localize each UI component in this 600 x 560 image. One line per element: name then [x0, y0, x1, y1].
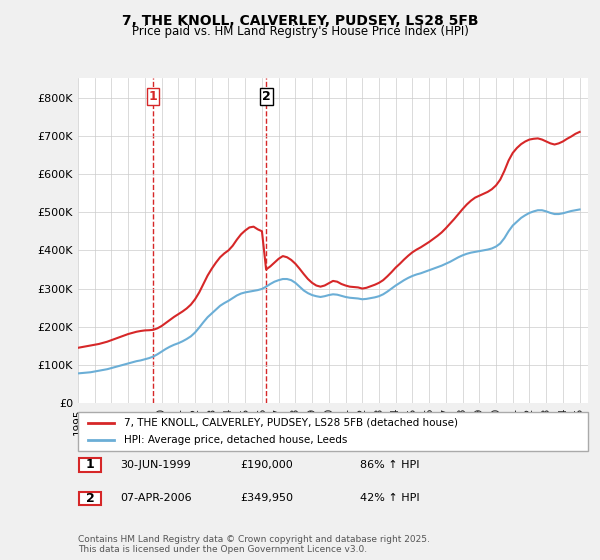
Text: Price paid vs. HM Land Registry's House Price Index (HPI): Price paid vs. HM Land Registry's House …	[131, 25, 469, 38]
Text: HPI: Average price, detached house, Leeds: HPI: Average price, detached house, Leed…	[124, 435, 347, 445]
Text: 7, THE KNOLL, CALVERLEY, PUDSEY, LS28 5FB (detached house): 7, THE KNOLL, CALVERLEY, PUDSEY, LS28 5F…	[124, 418, 458, 428]
Text: 86% ↑ HPI: 86% ↑ HPI	[360, 460, 419, 470]
FancyBboxPatch shape	[78, 412, 588, 451]
Text: £349,950: £349,950	[240, 493, 293, 503]
Text: £190,000: £190,000	[240, 460, 293, 470]
Text: 1: 1	[86, 458, 94, 472]
Text: 2: 2	[86, 492, 94, 505]
Text: Contains HM Land Registry data © Crown copyright and database right 2025.
This d: Contains HM Land Registry data © Crown c…	[78, 535, 430, 554]
Text: 1: 1	[149, 90, 158, 103]
Text: 07-APR-2006: 07-APR-2006	[120, 493, 191, 503]
FancyBboxPatch shape	[79, 458, 101, 472]
Text: 2: 2	[262, 90, 271, 103]
FancyBboxPatch shape	[79, 492, 101, 505]
Text: 42% ↑ HPI: 42% ↑ HPI	[360, 493, 419, 503]
Text: 7, THE KNOLL, CALVERLEY, PUDSEY, LS28 5FB: 7, THE KNOLL, CALVERLEY, PUDSEY, LS28 5F…	[122, 14, 478, 28]
Text: 30-JUN-1999: 30-JUN-1999	[120, 460, 191, 470]
